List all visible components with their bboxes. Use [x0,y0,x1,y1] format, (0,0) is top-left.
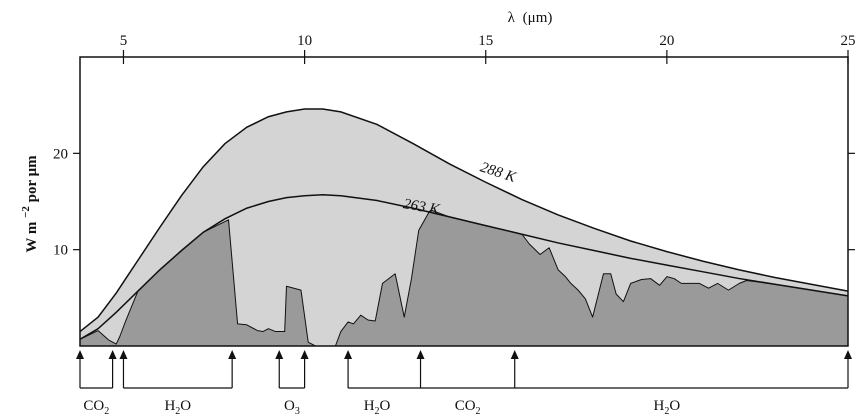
band-arrow-head [275,350,284,359]
band-arrow-head [108,350,117,359]
band-arrow-head [344,350,353,359]
plot-frame [79,56,849,347]
band-label: CO2 [83,398,109,416]
band-label: O3 [284,398,300,416]
x-tick-label: 25 [841,33,856,49]
band-arrow-head [76,350,84,359]
x-axis-title: λ (μm) [508,10,553,26]
x-tick-label: 5 [120,33,128,49]
x-axis-symbol: λ [508,10,516,26]
x-tick-label: 20 [659,33,674,49]
band-arrow-head [844,350,852,359]
y-axis-title: W m −2 por μm [17,155,40,253]
absorption-bands: CO2 H2O O3 H2O CO2 H2O [76,350,852,416]
x-axis-unit: (μm) [523,10,553,26]
band-label: H2O [164,398,191,416]
y-tick-label: 20 [53,146,68,162]
y-tick-label: 10 [53,243,68,259]
band-arrow-head [228,350,237,359]
area-transmitted [79,209,849,347]
band-label: CO2 [455,398,481,416]
band-arrow-head [119,350,128,359]
x-tick-label: 15 [478,33,493,49]
band-arrow-head [510,350,519,359]
curve-label: 263 K [402,196,441,218]
series-line-288k [79,108,849,333]
y-axis-rest: por μm [24,155,40,202]
axis-ticks: 5 10 15 20 25 10 20 [53,33,856,259]
y-axis-exponent: −2 [20,206,32,218]
x-tick-label: 10 [297,33,312,49]
band-arrow-head [300,350,309,359]
series-line-263k [79,194,849,340]
y-axis-base: W m [24,221,40,252]
band-arrow-head [416,350,425,359]
plot-area [79,108,849,347]
band-label: H2O [364,398,391,416]
band-label: H2O [654,398,681,416]
